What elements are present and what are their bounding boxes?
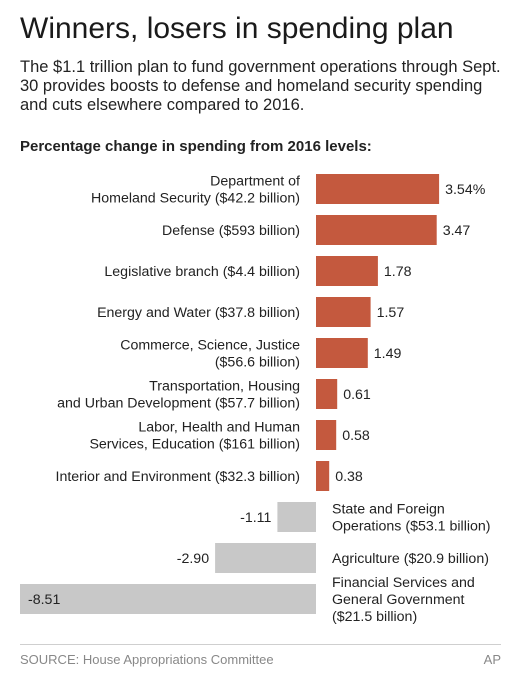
- bar-1: [316, 215, 437, 245]
- category-label-line: Homeland Security ($42.2 billion): [91, 191, 300, 207]
- credit-label: AP: [483, 652, 501, 667]
- bar-9: [215, 543, 316, 573]
- value-label-4: 1.49: [374, 346, 402, 362]
- value-label-6: 0.58: [342, 428, 370, 444]
- bar-6: [316, 420, 337, 450]
- category-label-line: Financial Services and: [332, 575, 475, 591]
- category-label-line: ($21.5 billion): [332, 609, 417, 625]
- bar-3: [316, 297, 371, 327]
- chart-heading: Percentage change in spending from 2016 …: [20, 138, 372, 155]
- value-label-2: 1.78: [384, 264, 412, 280]
- value-label-0: 3.54%: [445, 182, 486, 198]
- bar-7: [316, 461, 330, 491]
- category-label-2: Legislative branch ($4.4 billion): [104, 264, 300, 280]
- category-label-line: Agriculture ($20.9 billion): [332, 551, 489, 567]
- category-label-3: Energy and Water ($37.8 billion): [97, 305, 300, 321]
- bar-8: [277, 502, 316, 532]
- page-title: Winners, losers in spending plan: [20, 12, 454, 45]
- category-label-line: Services, Education ($161 billion): [89, 437, 300, 453]
- bar-chart: 3.54% Department of Homeland Security ($42…: [20, 174, 491, 625]
- category-label-line: Interior and Environment ($32.3 billion): [56, 469, 300, 485]
- bar-5: [316, 379, 338, 409]
- value-label-5: 0.61: [343, 387, 371, 403]
- category-label-7: Interior and Environment ($32.3 billion): [56, 469, 300, 485]
- category-label-1: Defense ($593 billion): [162, 223, 300, 239]
- category-label-0: Department of Homeland Security ($42.2 bi…: [91, 174, 300, 207]
- category-label-6: Labor, Health and Human Services, Educati…: [89, 420, 300, 453]
- category-label-line: Operations ($53.1 billion): [332, 519, 491, 535]
- category-label-line: and Urban Development ($57.7 billion): [57, 396, 300, 412]
- footer-divider: [20, 644, 501, 645]
- category-label-line: Legislative branch ($4.4 billion): [104, 264, 300, 280]
- category-label-4: Commerce, Science, Justice ($56.6 billion…: [120, 338, 300, 371]
- value-label-3: 1.57: [377, 305, 405, 321]
- value-label-7: 0.38: [335, 469, 363, 485]
- category-label-5: Transportation, Housing and Urban Develop…: [57, 379, 300, 412]
- category-label-line: State and Foreign: [332, 502, 445, 518]
- value-label-1: 3.47: [443, 223, 471, 239]
- category-label-8: State and Foreign Operations ($53.1 billi…: [332, 502, 491, 535]
- category-label-line: Department of: [210, 174, 300, 190]
- category-label-line: Transportation, Housing: [149, 379, 300, 395]
- category-label-9: Agriculture ($20.9 billion): [332, 551, 489, 567]
- category-label-10: Financial Services and General Government…: [332, 575, 475, 625]
- bar-4: [316, 338, 368, 368]
- category-label-line: Defense ($593 billion): [162, 223, 300, 239]
- bar-0: [316, 174, 440, 204]
- bar-10: [20, 584, 316, 614]
- value-label-9: -2.90: [177, 551, 209, 567]
- category-label-line: General Government: [332, 592, 465, 608]
- category-label-line: ($56.6 billion): [215, 355, 300, 371]
- category-label-line: Energy and Water ($37.8 billion): [97, 305, 300, 321]
- source-note: SOURCE: House Appropriations Committee: [20, 652, 274, 667]
- bar-2: [316, 256, 378, 286]
- value-label-8: -1.11: [240, 510, 271, 526]
- page-subtitle: The $1.1 trillion plan to fund governmen…: [20, 58, 501, 114]
- category-label-line: Labor, Health and Human: [138, 420, 300, 436]
- category-label-line: Commerce, Science, Justice: [120, 338, 300, 354]
- value-label-10: -8.51: [28, 592, 60, 608]
